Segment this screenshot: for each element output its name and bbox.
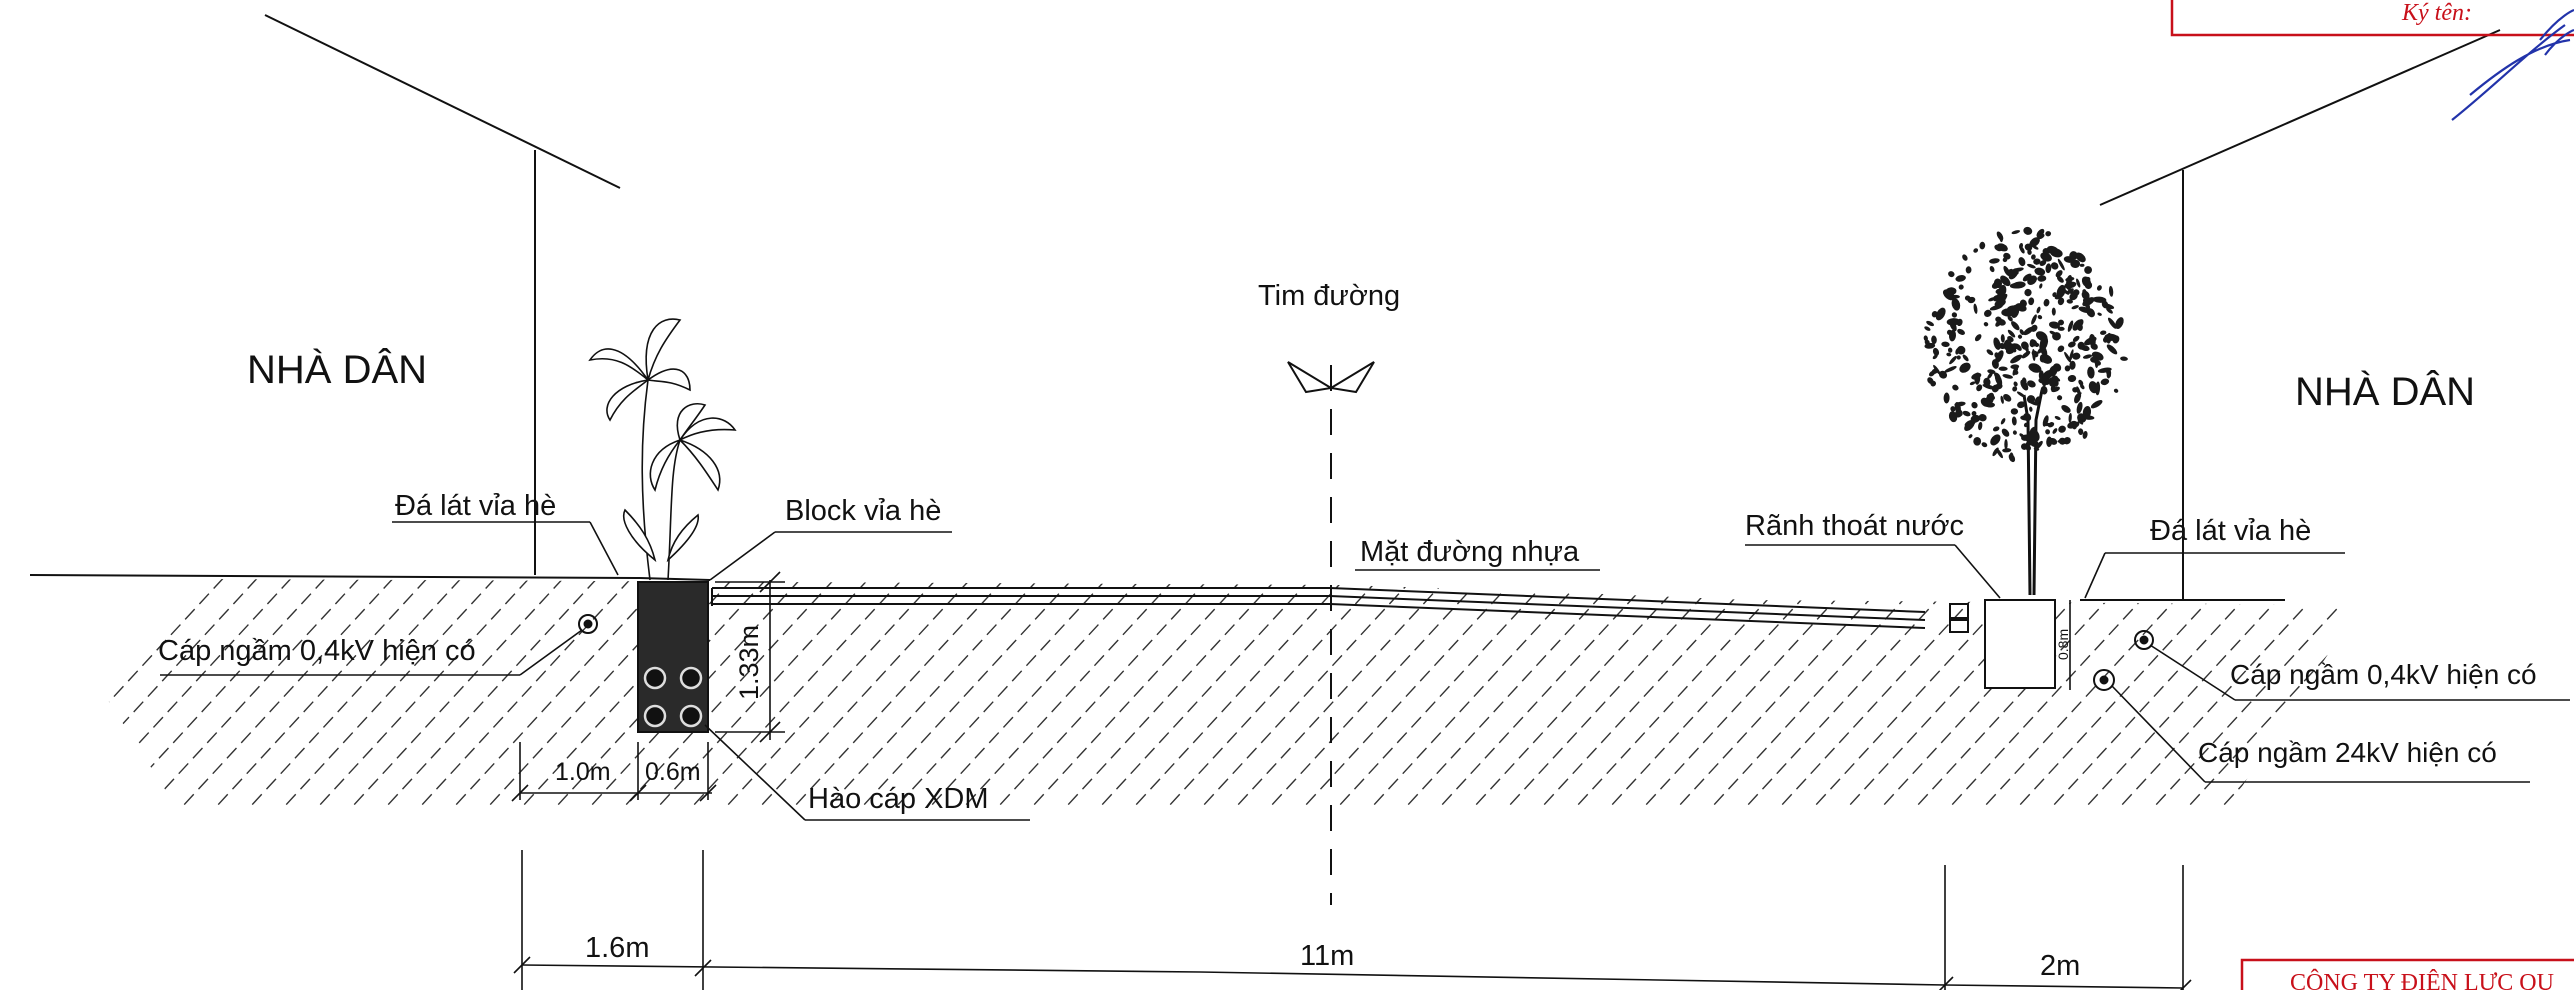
cable-04-right-label: Cáp ngầm 0,4kV hiện có bbox=[2230, 659, 2537, 690]
company-stamp-text: CÔNG TY ĐIỆN LỰC QU bbox=[2290, 969, 2554, 990]
road-width-dim: 11m bbox=[1300, 940, 1354, 972]
asphalt-label: Mặt đường nhựa bbox=[1360, 536, 1580, 568]
existing-cable-markers bbox=[578, 614, 2154, 691]
trench-depth-dim: 1.33m bbox=[734, 625, 764, 700]
sidewalk-left-dim: 1.6m bbox=[585, 932, 649, 964]
house-right bbox=[2099, 29, 2501, 600]
sidewalk-right-dim: 2m bbox=[2040, 950, 2080, 982]
trench-label: Hào cáp XDM bbox=[808, 783, 989, 815]
paving-right-label: Đá lát vỉa hè bbox=[2150, 515, 2311, 547]
company-stamp: CÔNG TY ĐIỆN LỰC QU bbox=[2240, 958, 2574, 990]
house-left bbox=[264, 14, 621, 575]
signature-stamp: Ký tên: bbox=[2170, 0, 2574, 121]
drain-depth-dim: 0.8m bbox=[2055, 629, 2071, 660]
road-centerline bbox=[1287, 361, 1375, 905]
palm-plant bbox=[588, 318, 737, 581]
shade-tree bbox=[1923, 226, 2128, 596]
cable-24-right-label: Cáp ngầm 24kV hiện có bbox=[2198, 737, 2497, 768]
asphalt-road bbox=[711, 587, 1926, 629]
road-center-label: Tim đường bbox=[1258, 280, 1400, 312]
house-right-label: NHÀ DÂN bbox=[2295, 369, 2475, 414]
cable-trench bbox=[637, 581, 709, 733]
block-curb-label: Block vỉa hè bbox=[785, 495, 941, 527]
leader-lines bbox=[160, 521, 2570, 821]
drain-label: Rãnh thoát nước bbox=[1745, 510, 1964, 542]
offset-left-dim: 1.0m bbox=[555, 758, 611, 786]
paving-left-label: Đá lát vỉa hè bbox=[395, 490, 556, 522]
house-left-label: NHÀ DÂN bbox=[247, 347, 427, 392]
signature-scribble bbox=[2451, 8, 2574, 121]
trench-width-dim: 0.6m bbox=[645, 758, 701, 786]
signature-label: Ký tên: bbox=[2401, 0, 2472, 26]
cable-04-left-label: Cáp ngầm 0,4kV hiện có bbox=[158, 635, 476, 667]
drainage-ditch bbox=[1949, 599, 2056, 689]
dimension-lines bbox=[511, 571, 2192, 990]
conduit-pipes bbox=[643, 666, 703, 728]
ground-surface bbox=[29, 574, 2285, 601]
